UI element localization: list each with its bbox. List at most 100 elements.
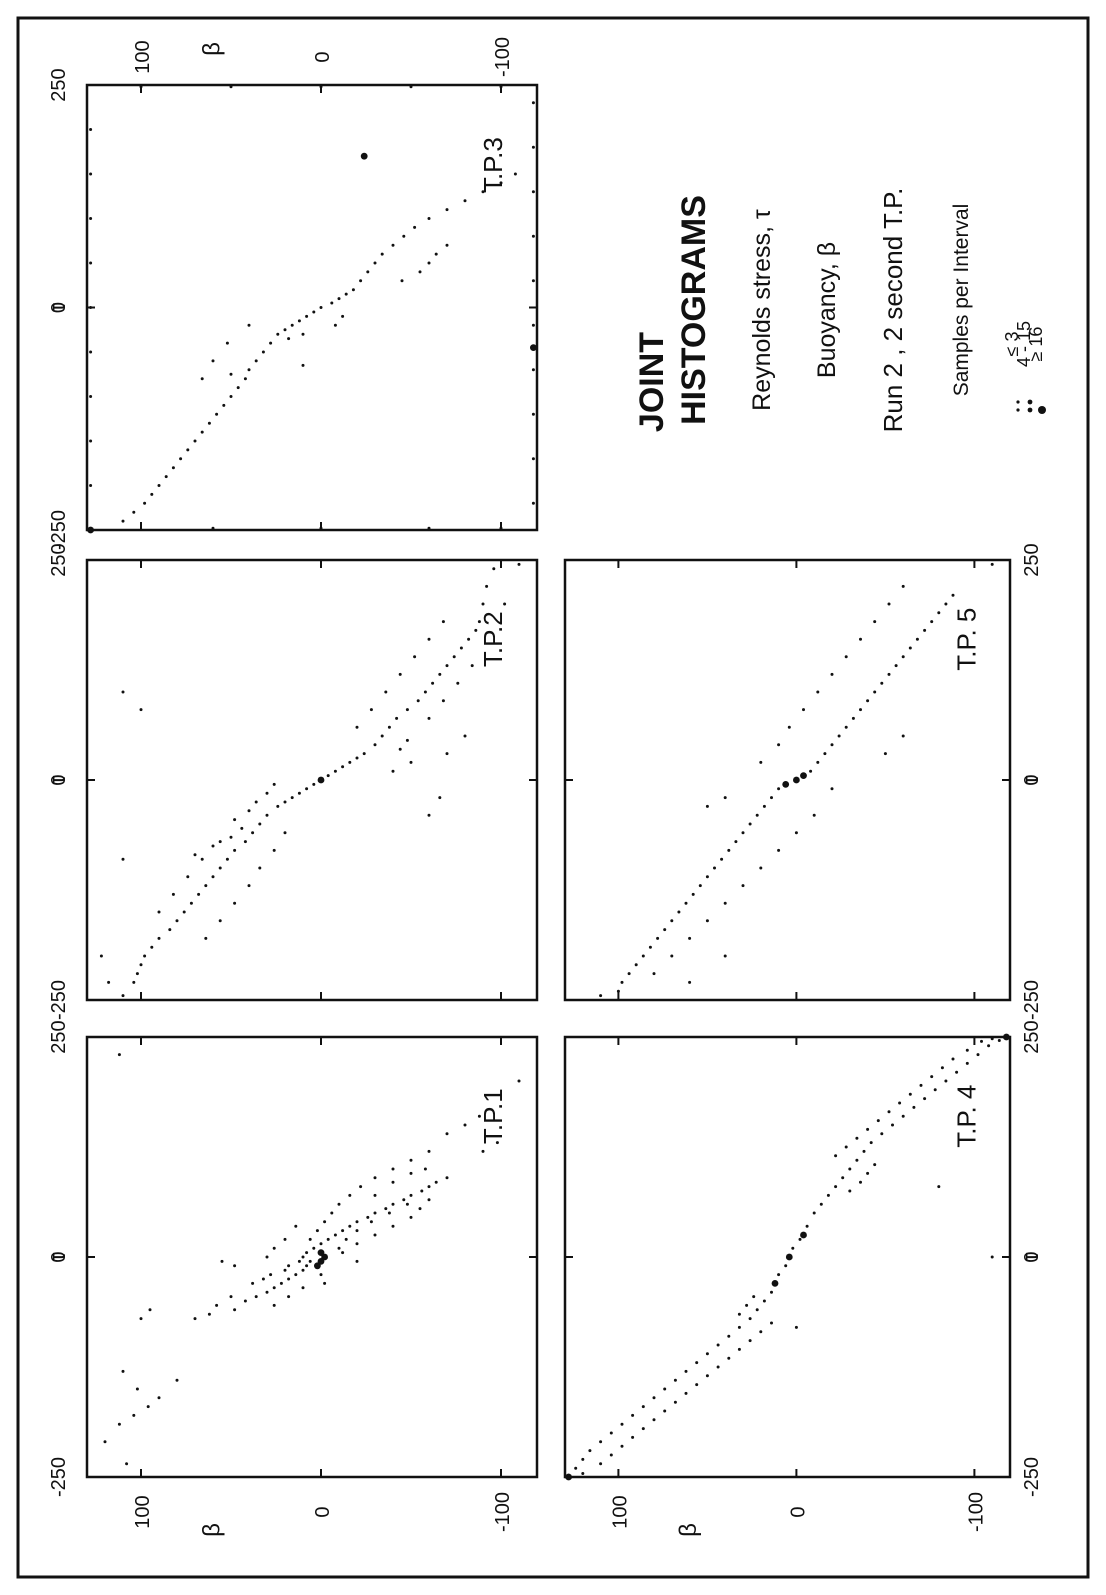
data-point	[727, 1334, 731, 1338]
tau-tick-label: 0	[48, 302, 70, 313]
data-point	[179, 457, 183, 461]
data-point	[186, 448, 190, 452]
data-point	[258, 866, 262, 870]
data-point	[193, 1317, 197, 1321]
data-point	[409, 760, 413, 764]
data-point	[398, 672, 402, 676]
data-point	[373, 1211, 377, 1215]
data-point	[405, 738, 409, 742]
data-point	[218, 840, 222, 844]
data-point	[211, 875, 215, 879]
data-point	[933, 1088, 937, 1092]
data-point	[240, 826, 244, 830]
data-point	[348, 1193, 352, 1197]
data-point	[499, 85, 503, 89]
data-point	[869, 1141, 873, 1145]
tau-tick-label: -250	[1021, 1457, 1043, 1497]
data-point	[233, 818, 237, 822]
data-point	[427, 526, 431, 530]
data-point	[207, 421, 211, 425]
data-point	[89, 261, 93, 265]
panel-2: -250 0 250 τ T.P.2	[45, 543, 539, 1020]
data-point	[517, 1079, 521, 1083]
legend-marker-small	[1016, 408, 1020, 412]
data-point	[976, 1053, 980, 1057]
data-point	[794, 1325, 798, 1329]
data-point	[965, 1048, 969, 1052]
data-point	[333, 769, 337, 773]
data-point	[1003, 1033, 1010, 1041]
beta-axis-label: β	[198, 1523, 225, 1537]
data-point	[132, 510, 136, 514]
data-point	[434, 1180, 438, 1184]
data-point	[777, 1273, 781, 1277]
data-point	[175, 919, 179, 923]
data-point	[225, 341, 229, 345]
panel-4: -250 0 250 τ 100 0 -100 β T.P. 4	[563, 1020, 1043, 1537]
figure-border	[16, 16, 1090, 1579]
data-point	[859, 708, 862, 712]
tau-axis-label: τ	[1018, 775, 1043, 784]
data-point	[830, 672, 834, 676]
data-point	[901, 655, 905, 659]
data-point	[269, 1273, 273, 1277]
data-point	[445, 752, 449, 756]
data-point	[748, 822, 752, 826]
data-point	[222, 403, 226, 407]
data-point	[319, 1242, 323, 1246]
data-point	[755, 1308, 759, 1312]
data-point	[312, 310, 316, 314]
data-point	[581, 1472, 585, 1475]
data-point	[641, 1405, 645, 1409]
data-point	[919, 1083, 923, 1087]
data-point	[734, 840, 738, 844]
data-point	[620, 1422, 624, 1426]
data-point	[276, 332, 280, 336]
data-point	[243, 1299, 247, 1303]
data-point	[727, 848, 731, 852]
data-point	[164, 475, 168, 479]
data-point	[157, 1396, 161, 1400]
data-point	[341, 314, 345, 318]
data-point	[171, 466, 175, 470]
data-point	[748, 1317, 752, 1321]
data-point	[121, 857, 125, 861]
data-point	[211, 844, 215, 848]
data-point	[463, 199, 467, 203]
data-point	[445, 243, 449, 247]
data-point	[89, 306, 93, 309]
data-point	[261, 350, 265, 354]
data-point	[937, 1185, 941, 1189]
data-point	[261, 1277, 265, 1281]
data-point	[698, 884, 702, 888]
data-point	[373, 1193, 377, 1197]
data-point	[323, 1281, 327, 1285]
data-point	[809, 769, 813, 773]
data-point	[684, 901, 688, 905]
data-point	[862, 1149, 866, 1153]
data-point	[269, 341, 273, 345]
data-point	[859, 637, 862, 641]
tau-tick-label: -250	[48, 980, 70, 1020]
beta-tick-label: 100	[132, 40, 154, 73]
data-point	[317, 1249, 325, 1256]
data-point	[531, 457, 535, 461]
data-point	[940, 1066, 944, 1070]
data-point	[337, 1246, 341, 1250]
data-point	[305, 787, 309, 791]
data-point	[741, 884, 745, 888]
data-point	[139, 85, 143, 89]
data-point	[236, 386, 240, 390]
data-point	[373, 261, 377, 265]
data-point	[157, 484, 161, 487]
data-point	[782, 781, 790, 788]
data-point	[319, 1273, 323, 1277]
data-point	[265, 1290, 269, 1294]
data-point	[265, 1255, 269, 1259]
tau-tick-label: 250	[48, 1020, 70, 1053]
data-point	[211, 359, 215, 363]
data-point	[798, 1237, 802, 1241]
data-point	[297, 791, 301, 795]
data-point	[308, 1259, 312, 1263]
